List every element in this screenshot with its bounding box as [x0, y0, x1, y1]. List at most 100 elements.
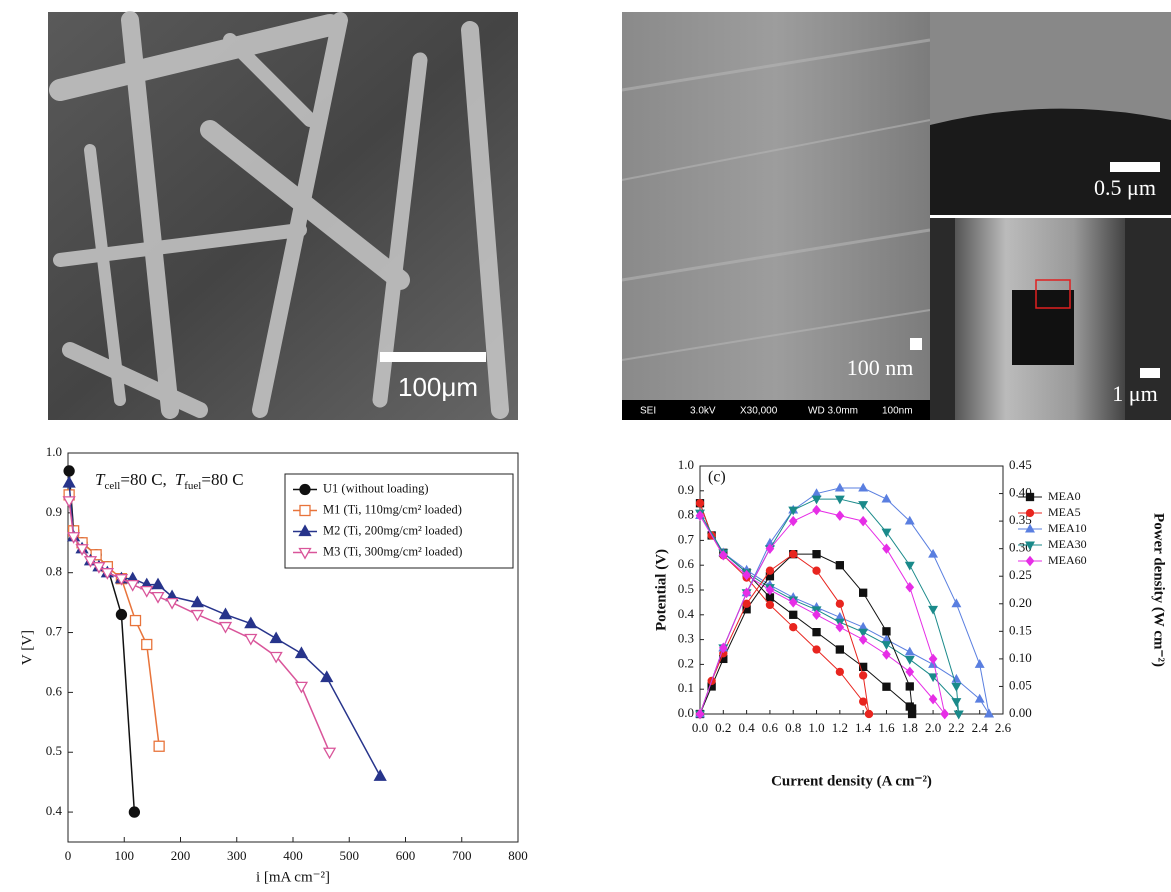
marker [974, 659, 985, 668]
marker [153, 740, 165, 752]
x-tick-label: 200 [171, 848, 191, 863]
marker [269, 631, 283, 644]
y-tick-label: 0.5 [678, 581, 694, 596]
marker [190, 609, 204, 622]
marker [835, 561, 844, 570]
marker [83, 556, 98, 568]
y2-tick-label: 0.35 [1009, 512, 1032, 527]
annotation: Tcell=80 C, Tfuel=80 C [95, 470, 244, 492]
x-tick-label: 600 [396, 848, 416, 863]
marker [718, 642, 728, 654]
marker [765, 543, 775, 554]
marker [788, 506, 799, 516]
y-tick-label: 0.4 [678, 606, 695, 621]
marker [951, 682, 962, 692]
series-line [699, 515, 990, 715]
marker [765, 566, 775, 575]
info-text: X30,000 [740, 406, 778, 417]
y2-tick-label: 0.00 [1009, 705, 1032, 720]
scale-label: 1 μm [1112, 381, 1157, 406]
marker [858, 501, 869, 510]
x-tick-label: 1.8 [902, 720, 918, 735]
x-tick-label: 300 [227, 848, 247, 863]
y-tick-label: 0.7 [46, 624, 63, 639]
marker [881, 641, 892, 650]
legend-label: MEA60 [1048, 553, 1087, 567]
y2-tick-label: 0.45 [1009, 457, 1032, 472]
marker [812, 628, 821, 637]
marker [858, 515, 868, 527]
marker [244, 616, 258, 629]
marker [320, 670, 334, 683]
marker [835, 645, 844, 654]
legend-marker [298, 547, 312, 560]
marker [218, 607, 233, 620]
x-tick-label: 0.2 [715, 720, 731, 735]
marker [881, 528, 892, 538]
series-line [699, 553, 913, 715]
y-axis-label: V [V] [19, 630, 35, 665]
marker [905, 666, 915, 678]
marker [812, 566, 821, 575]
x-tick-label: 2.0 [925, 720, 941, 735]
y2-tick-label: 0.25 [1009, 567, 1032, 582]
marker [322, 747, 337, 760]
marker [140, 585, 154, 598]
y-tick-label: 0.4 [46, 803, 63, 818]
x-tick-label: 400 [283, 848, 303, 863]
legend-marker [299, 504, 311, 517]
series-line [699, 498, 960, 715]
marker [974, 693, 985, 703]
marker [765, 600, 775, 610]
marker [90, 549, 102, 561]
marker [114, 574, 129, 586]
x-axis-label: Current density (A cm⁻²) [771, 773, 932, 789]
marker [63, 465, 75, 477]
marker [905, 582, 915, 593]
y-tick-label: 1.0 [678, 457, 694, 472]
marker [812, 645, 821, 654]
y-tick-label: 0.7 [678, 531, 695, 546]
x-tick-label: 2.2 [948, 720, 964, 735]
marker [951, 598, 962, 608]
marker [695, 510, 705, 521]
marker [882, 543, 891, 554]
marker [788, 515, 798, 527]
info-text: 3.0kV [690, 406, 716, 417]
marker [695, 499, 705, 508]
x-tick-label: 500 [340, 848, 360, 863]
marker [151, 591, 165, 604]
marker [789, 623, 798, 632]
x-axis-label: i [mA cm⁻²] [256, 869, 330, 885]
series-line [699, 503, 913, 715]
series-line [68, 470, 136, 813]
x-tick-label: 1.6 [878, 720, 895, 735]
marker [244, 633, 258, 646]
y-tick-label: 0.1 [678, 680, 694, 695]
legend-marker [1025, 523, 1035, 533]
scale-label: 100 nm [847, 355, 914, 380]
marker [811, 495, 822, 505]
marker [928, 693, 938, 705]
marker [859, 662, 868, 672]
x-tick-label: 0.8 [785, 720, 801, 735]
marker [115, 608, 128, 621]
scale-label: 0.5 μm [1094, 175, 1156, 200]
marker [904, 561, 915, 571]
marker [789, 550, 798, 559]
marker [373, 769, 387, 781]
marker [92, 562, 106, 574]
legend-box [284, 473, 514, 569]
marker [928, 653, 938, 665]
marker [834, 482, 845, 492]
series-line [699, 509, 946, 715]
x-tick-label: 2.4 [972, 720, 989, 735]
sem-image-fibers: 100μm [48, 11, 518, 420]
marker [858, 634, 868, 645]
legend-label: M2 (Ti, 200mg/cm² loaded) [323, 523, 462, 537]
y-tick-label: 0.6 [46, 683, 63, 698]
legend-marker [1025, 508, 1035, 518]
sem-image-surface: 100 nm SEI 3.0kV X30,000 WD 3.0mm 100nm [621, 12, 931, 420]
marker [294, 646, 309, 659]
